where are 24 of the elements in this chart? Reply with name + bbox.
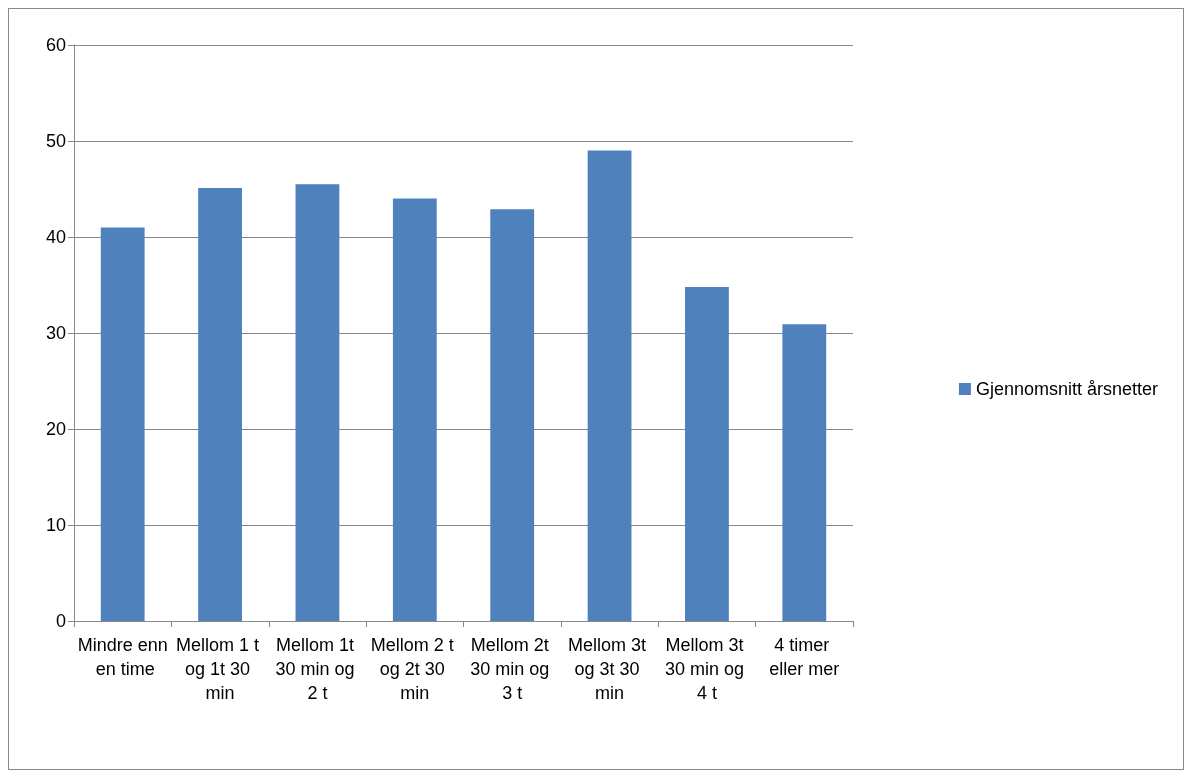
- x-tick-label: 4 timer eller mer: [769, 635, 840, 679]
- x-tick-label: Mellom 2 t og 2t 30 min: [370, 635, 459, 703]
- y-tick-label: 10: [45, 515, 66, 535]
- bar: [198, 188, 242, 621]
- y-tick-label: 0: [55, 611, 66, 631]
- bar: [587, 150, 632, 621]
- legend-label: Gjennomsnitt årsnetter: [975, 379, 1159, 399]
- bar: [782, 324, 827, 621]
- bar: [685, 286, 729, 621]
- x-tick-label: Mellom 2t 30 min og 3 t: [470, 635, 555, 703]
- bar: [392, 198, 437, 621]
- y-tick-label: 40: [45, 227, 66, 247]
- x-tick-label: Mellom 3t 30 min og 4 t: [664, 635, 749, 703]
- x-tick-label: Mellom 1t 30 min og 2 t: [275, 635, 360, 703]
- y-tick-label: 30: [45, 323, 66, 343]
- x-tick-label: Mellom 1 t og 1t 30 min: [176, 635, 265, 703]
- y-tick-label: 60: [45, 35, 66, 55]
- bar: [100, 227, 145, 621]
- bar: [295, 184, 340, 621]
- x-tick-label: Mindre enn en time: [77, 635, 168, 679]
- y-tick-label: 50: [45, 131, 66, 151]
- bar: [490, 209, 535, 621]
- y-tick-label: 20: [45, 419, 66, 439]
- x-tick-label: Mellom 3t og 3t 30 min: [568, 635, 652, 703]
